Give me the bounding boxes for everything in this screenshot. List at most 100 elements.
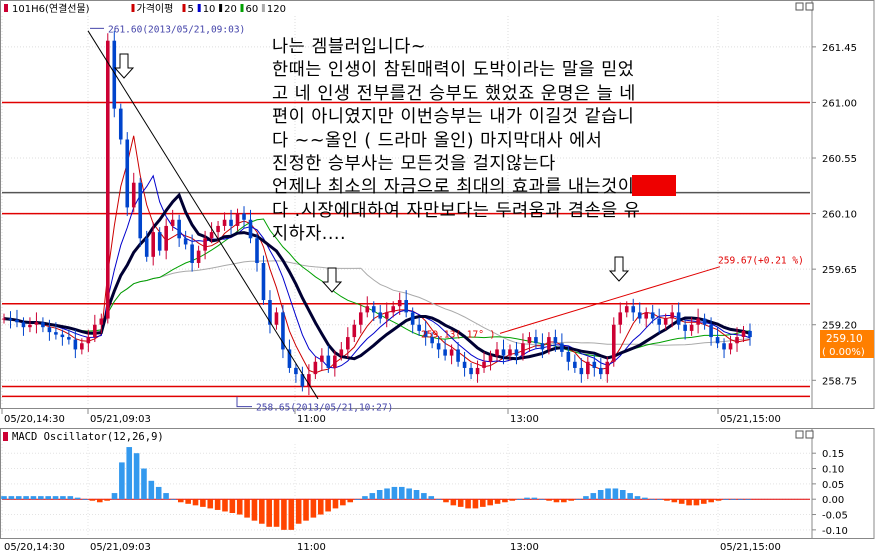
- candle-body: [631, 306, 636, 313]
- candle-body: [326, 355, 331, 368]
- macd-bar: [450, 499, 457, 506]
- candle-body: [534, 337, 538, 344]
- candle-body: [371, 306, 376, 313]
- macd-bar: [472, 499, 479, 509]
- candle-body: [722, 343, 726, 350]
- candle-body: [248, 219, 253, 239]
- macd-bar: [656, 499, 663, 500]
- candle-body: [650, 312, 655, 319]
- candle-body: [21, 322, 26, 328]
- candle-body: [34, 322, 39, 325]
- y-tick-label: 258.75: [822, 376, 857, 387]
- macd-time-axis: 05/20,14:30 05/21,09:03 11:00 13:00 05/21,15…: [4, 542, 781, 553]
- macd-bar: [96, 499, 103, 503]
- macd-bar: [67, 496, 74, 500]
- macd-minimize-button[interactable]: [795, 430, 804, 439]
- candle-body: [144, 238, 149, 257]
- candle-body: [741, 330, 746, 338]
- candle-body: [242, 213, 246, 220]
- macd-bar: [502, 499, 508, 503]
- candle-body: [131, 182, 136, 208]
- candle-body: [592, 361, 597, 368]
- macd-bar: [45, 496, 51, 500]
- macd-maximize-button[interactable]: [805, 430, 814, 439]
- candle-body: [618, 312, 623, 325]
- macd-bar: [516, 499, 523, 500]
- macd-x-label: 13:00: [510, 542, 539, 553]
- macd-bar: [428, 496, 435, 500]
- legend-label: 60: [246, 4, 259, 15]
- candle-body: [15, 319, 19, 323]
- candle-body: [274, 312, 279, 325]
- candle-body: [261, 262, 266, 301]
- minimize-button[interactable]: [795, 2, 804, 11]
- candle-body: [391, 306, 396, 313]
- candle-body: [209, 232, 214, 239]
- macd-y-label: 0.10: [822, 465, 844, 476]
- candle-body: [527, 337, 532, 344]
- candle-body: [566, 351, 571, 362]
- candle-body: [624, 306, 629, 313]
- price-axis: 261.45 261.00 260.55 260.10 259.65 259.20 258.…: [812, 43, 874, 387]
- maximize-button[interactable]: [805, 2, 814, 11]
- macd-bar: [369, 493, 376, 500]
- panel-controls[interactable]: [795, 2, 814, 11]
- macd-bar: [236, 499, 243, 515]
- macd-bar: [553, 499, 560, 503]
- candle-body: [384, 312, 389, 319]
- candle-body: [696, 318, 700, 325]
- legend-label: 20: [224, 4, 237, 15]
- y-tick-label: 261.45: [822, 43, 857, 54]
- macd-bar: [745, 499, 751, 500]
- low-price-label: 258.65(2013/05/21,10:27): [256, 403, 393, 414]
- candle-body: [287, 349, 292, 368]
- price-legend: 101H6(연결선물) 가격이평 5 10 20 60 120: [4, 2, 286, 15]
- candle-body: [514, 349, 519, 356]
- macd-bar: [273, 499, 280, 527]
- candle-body: [709, 324, 713, 338]
- macd-bar: [568, 499, 575, 501]
- candle-body: [235, 213, 240, 226]
- macd-bar: [244, 499, 250, 518]
- macd-bar: [229, 499, 236, 513]
- candle-body: [378, 312, 383, 319]
- candle-body: [73, 339, 78, 350]
- macd-panel-controls[interactable]: [795, 430, 814, 439]
- macd-bar: [686, 499, 692, 506]
- macd-bar: [126, 447, 133, 500]
- candle-body: [105, 40, 110, 319]
- candle-body: [579, 367, 584, 375]
- macd-bar: [354, 499, 361, 500]
- macd-bar: [701, 499, 707, 504]
- candle-body: [54, 332, 58, 335]
- down-arrow-icon: [321, 267, 343, 293]
- candle-body: [436, 343, 441, 350]
- candle-body: [47, 327, 52, 333]
- candle-body: [281, 312, 285, 350]
- macd-bar: [303, 499, 309, 521]
- macd-bar: [15, 496, 22, 500]
- legend-swatch: [219, 4, 223, 12]
- macd-title-marker: [3, 432, 8, 441]
- macd-bar: [678, 499, 685, 504]
- current-price-box: [820, 330, 874, 358]
- candle-body: [346, 337, 350, 350]
- macd-bar: [332, 499, 339, 509]
- moving-averages: [3, 135, 751, 374]
- x-tick-label: 05/21,09:03: [90, 414, 151, 425]
- x-tick-label: 13:00: [510, 414, 539, 425]
- macd-bar: [52, 496, 59, 500]
- candle-body: [255, 238, 259, 263]
- legend-swatch: [261, 4, 265, 12]
- candle-body: [99, 318, 104, 325]
- candle-body: [164, 225, 168, 251]
- macd-bar: [177, 499, 184, 503]
- legend-swatch: [197, 4, 201, 12]
- candle-body: [423, 330, 428, 338]
- macd-bar: [200, 499, 206, 507]
- candle-body: [475, 367, 480, 375]
- macd-bar: [295, 499, 302, 524]
- candle-body: [93, 324, 97, 338]
- macd-bar: [340, 499, 346, 506]
- candle-body: [644, 312, 649, 319]
